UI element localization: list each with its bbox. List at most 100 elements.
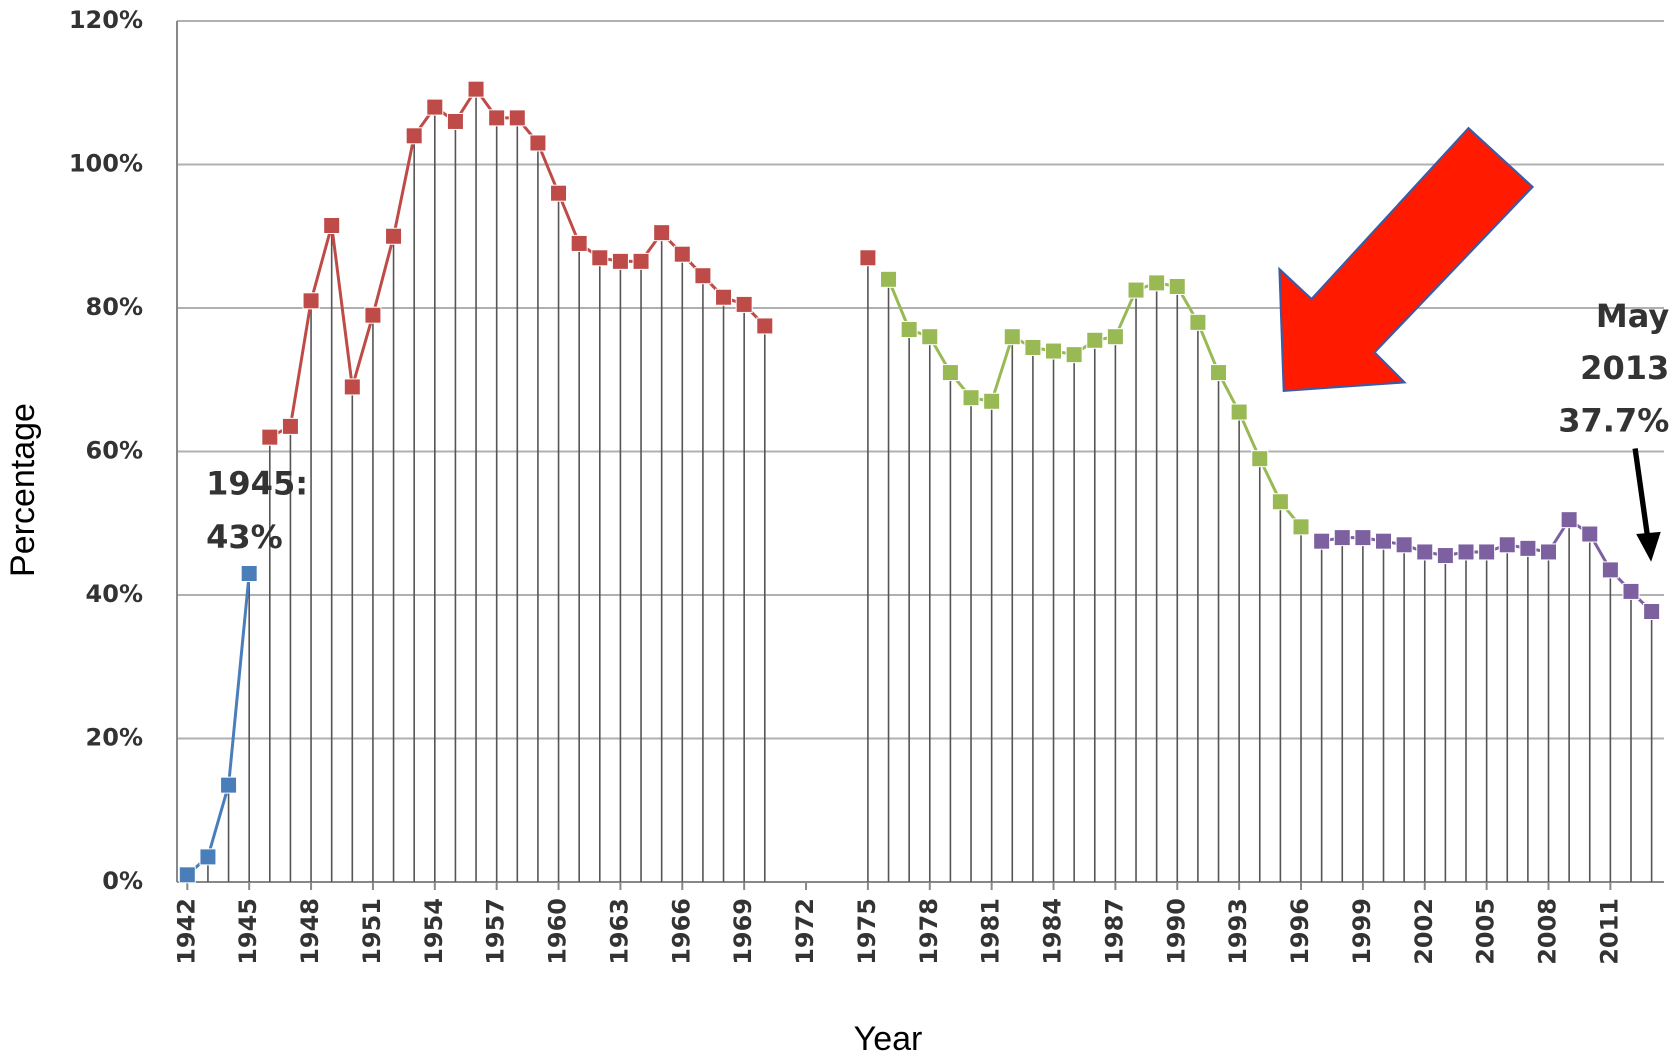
- point-marker: [859, 249, 877, 267]
- annotation-text: 2013: [1580, 349, 1669, 387]
- point-marker: [1024, 338, 1042, 356]
- point-marker: [1581, 525, 1599, 543]
- x-tick-label: 1963: [605, 898, 633, 965]
- x-tick-label: 1951: [358, 898, 386, 965]
- point-marker: [1498, 536, 1516, 554]
- y-tick-label: 100%: [69, 150, 143, 178]
- y-tick-label: 80%: [86, 293, 143, 321]
- point-marker: [446, 112, 464, 130]
- x-tick-label: 1984: [1039, 898, 1067, 965]
- point-marker: [1333, 529, 1351, 547]
- point-marker: [591, 249, 609, 267]
- point-marker: [941, 364, 959, 382]
- point-marker: [467, 80, 485, 98]
- annotation-arrowhead: [1636, 531, 1661, 562]
- annotation-text: 43%: [206, 518, 283, 556]
- point-marker: [1271, 493, 1289, 511]
- x-tick-label: 1972: [791, 898, 819, 965]
- point-marker: [1106, 328, 1124, 346]
- point-marker: [364, 306, 382, 324]
- annotation-text: May: [1596, 297, 1669, 335]
- x-tick-label: 1948: [296, 898, 324, 965]
- point-marker: [405, 127, 423, 145]
- y-tick-label: 0%: [102, 867, 143, 895]
- annotation-arrow: [1632, 448, 1651, 540]
- point-marker: [1560, 511, 1578, 529]
- point-marker: [529, 134, 547, 152]
- point-marker: [426, 98, 444, 116]
- point-marker: [673, 245, 691, 263]
- x-tick-label: 1993: [1224, 898, 1252, 965]
- point-marker: [508, 109, 526, 127]
- x-tick-label: 2008: [1534, 898, 1562, 965]
- point-marker: [220, 776, 238, 794]
- x-tick-label: 1978: [915, 898, 943, 965]
- x-tick-label: 1969: [729, 898, 757, 965]
- y-tick-label: 40%: [86, 580, 143, 608]
- point-marker: [1622, 582, 1640, 600]
- point-marker: [261, 428, 279, 446]
- point-marker: [1210, 364, 1228, 382]
- point-marker: [1003, 328, 1021, 346]
- point-marker: [1045, 342, 1063, 360]
- point-marker: [1313, 532, 1331, 550]
- x-tick-label: 1975: [853, 898, 881, 965]
- plot-area: 0% 20% 40% 60% 80% 100% 120% 1942 1945 1948 1951 19…: [69, 6, 1664, 965]
- x-tick-label: 2005: [1472, 898, 1500, 965]
- point-marker: [1065, 346, 1083, 364]
- point-marker: [611, 252, 629, 270]
- series-line: [186, 573, 251, 876]
- point-marker: [281, 417, 299, 435]
- point-marker: [715, 288, 733, 306]
- point-marker: [1148, 274, 1166, 292]
- x-tick-label: 2002: [1410, 898, 1438, 965]
- point-marker: [1189, 313, 1207, 331]
- x-tick-label: 1990: [1162, 898, 1190, 965]
- point-marker: [1127, 281, 1145, 299]
- point-marker: [1540, 543, 1558, 561]
- point-marker: [323, 216, 341, 234]
- point-marker: [550, 184, 568, 202]
- point-marker: [880, 270, 898, 288]
- point-marker: [983, 392, 1001, 410]
- point-marker: [1375, 532, 1393, 550]
- highlight-arrow: [1278, 126, 1535, 393]
- point-marker: [1457, 543, 1475, 561]
- point-marker: [1643, 603, 1661, 621]
- annotation-text: 1945:: [206, 464, 308, 502]
- annotations: 1945: 43% May 2013 37.7%: [206, 126, 1669, 562]
- point-marker: [1416, 543, 1434, 561]
- point-marker: [385, 227, 403, 245]
- x-tick-label: 1981: [977, 898, 1005, 965]
- point-marker: [1436, 547, 1454, 565]
- x-axis-title: Year: [854, 1020, 923, 1058]
- x-tick-label: 1996: [1286, 898, 1314, 965]
- point-marker: [1086, 331, 1104, 349]
- point-marker: [735, 295, 753, 313]
- point-marker: [1395, 536, 1413, 554]
- point-marker: [900, 321, 918, 339]
- point-marker: [1292, 518, 1310, 536]
- x-tick-label: 1999: [1348, 898, 1376, 965]
- point-marker: [1519, 539, 1537, 557]
- point-marker: [1168, 277, 1186, 295]
- y-tick-label: 120%: [69, 6, 143, 34]
- point-marker: [1354, 529, 1372, 547]
- x-tick-label: 2011: [1595, 898, 1623, 965]
- point-marker: [199, 848, 217, 866]
- x-tick-label: 1987: [1100, 898, 1128, 965]
- x-tick-label: 1945: [234, 898, 262, 965]
- y-tick-label: 20%: [86, 724, 143, 752]
- point-marker: [653, 224, 671, 242]
- point-marker: [1601, 561, 1619, 579]
- point-marker: [632, 252, 650, 270]
- point-marker: [1478, 543, 1496, 561]
- point-marker: [921, 328, 939, 346]
- point-marker: [178, 866, 196, 884]
- annotation-text: 37.7%: [1558, 401, 1669, 439]
- point-marker: [962, 389, 980, 407]
- point-marker: [1230, 403, 1248, 421]
- point-marker: [302, 292, 320, 310]
- x-tick-label: 1966: [667, 898, 695, 965]
